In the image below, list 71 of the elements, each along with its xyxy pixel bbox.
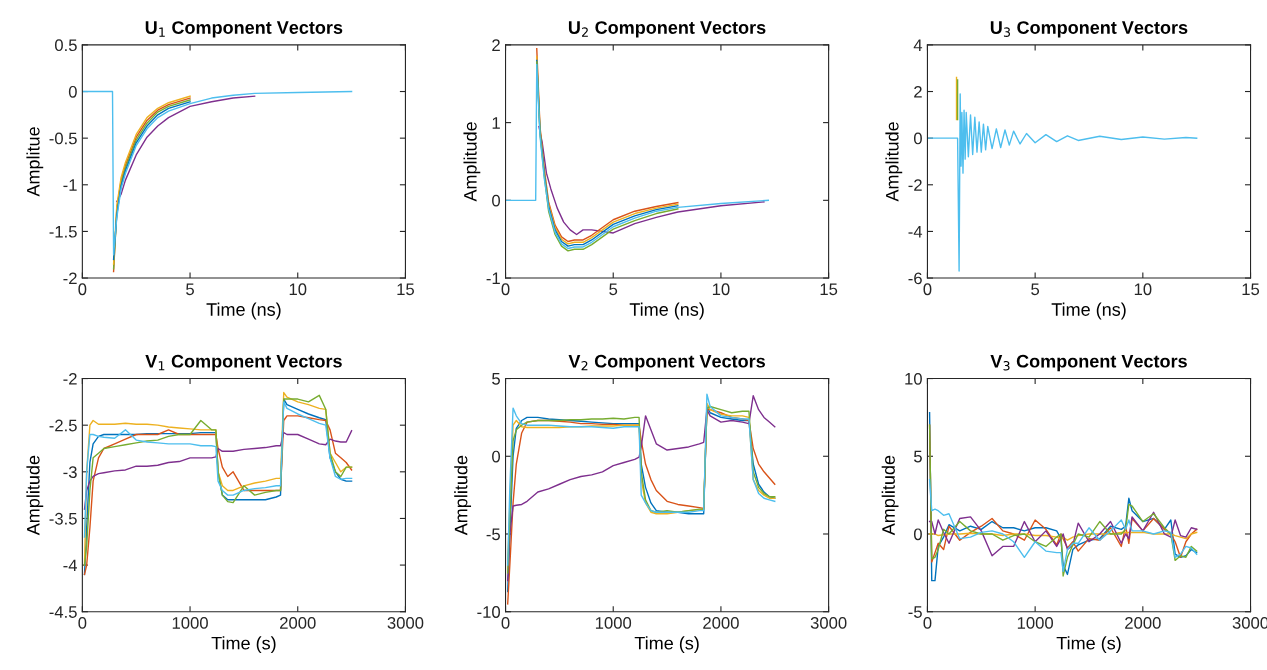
x-axis-title: Time (s) [634,636,699,654]
x-axis-title: Time (ns) [1051,302,1126,320]
y-tick-label: 5 [492,373,500,385]
y-tick-label: -2 [908,179,922,191]
chart-title: V$_{2}$ Component Vectors [568,354,765,372]
y-axis-title: Amplitude [454,455,472,536]
y-axis-title: Amplitude [26,455,44,536]
x-tick-label: 10 [289,283,307,296]
y-tick-label: -10 [477,606,501,618]
chart-title: V$_{1}$ Component Vectors [145,354,342,372]
y-tick-label: -4.5 [49,606,77,618]
y-tick-label: 4 [913,39,923,51]
x-tick-label: 0 [501,283,510,296]
x-axis-title: Time (ns) [206,302,281,320]
y-tick-label: -4 [63,559,78,572]
x-axis-title: Time (s) [1056,636,1121,654]
y-tick-label: -1 [486,272,500,285]
y-tick-label: 0.5 [54,39,77,52]
y-tick-label: 1 [492,117,500,129]
x-tick-label: 5 [1031,283,1040,296]
x-tick-label: 0 [78,283,87,296]
y-tick-label: 2 [492,39,500,51]
x-tick-label: 0 [501,617,510,629]
x-tick-label: 1000 [172,617,208,629]
y-tick-label: -1 [63,179,77,191]
y-tick-label: -4 [908,225,923,238]
chart-title: V$_{3}$ Component Vectors [990,354,1187,372]
x-tick-label: 0 [78,617,87,629]
y-tick-label: -6 [908,272,922,285]
chart-title: U$_{1}$ Component Vectors [145,21,343,38]
x-axis-title: Time (s) [211,636,276,654]
y-axis-title: Amplitude [885,122,903,202]
y-tick-label: 2 [914,85,922,98]
x-tick-label: 1000 [595,617,632,629]
y-tick-label: 0 [913,528,922,541]
y-tick-label: -5 [908,606,922,618]
y-axis-title: Amplitude [881,455,899,536]
y-tick-label: 10 [905,372,922,385]
y-axis-title: Amplitude [463,122,481,202]
x-tick-label: 2000 [1125,617,1161,629]
y-tick-label: 0 [68,85,77,98]
y-tick-label: -2 [63,272,77,285]
y-tick-label: -3.5 [49,512,77,525]
y-tick-label: -2.5 [49,419,77,432]
y-tick-label: 0 [492,450,501,463]
y-tick-label: 0 [492,194,501,207]
y-tick-label: 0 [913,132,922,145]
x-tick-label: 2000 [703,617,739,629]
x-tick-label: 10 [712,283,730,296]
y-tick-label: -3 [63,466,77,479]
x-tick-label: 2000 [280,617,316,629]
x-tick-label: 0 [923,617,932,629]
chart-title: U$_{3}$ Component Vectors [990,21,1188,38]
x-axis-title: Time (ns) [629,302,704,320]
y-tick-label: -0.5 [49,132,77,145]
x-tick-label: 5 [609,283,618,296]
x-tick-label: 0 [923,283,932,296]
x-tick-label: 3000 [387,617,424,629]
y-tick-label: 5 [913,450,922,463]
y-axis-title: Amplitue [26,127,44,197]
x-tick-label: 1000 [1017,617,1054,629]
x-tick-label: 15 [1242,283,1260,296]
x-tick-label: 5 [186,283,194,296]
y-tick-label: -1.5 [49,225,77,238]
y-tick-label: -5 [486,528,500,541]
chart-title: U$_{2}$ Component Vectors [568,21,766,38]
y-tick-label: -2 [63,372,77,385]
x-tick-label: 15 [397,283,415,296]
x-tick-label: 10 [1134,283,1152,296]
x-tick-label: 3000 [810,617,847,629]
x-tick-label: 15 [820,283,838,296]
